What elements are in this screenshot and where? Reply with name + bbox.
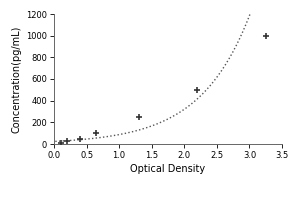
X-axis label: Optical Density: Optical Density: [130, 164, 206, 174]
Y-axis label: Concentration(pg/mL): Concentration(pg/mL): [12, 25, 22, 133]
